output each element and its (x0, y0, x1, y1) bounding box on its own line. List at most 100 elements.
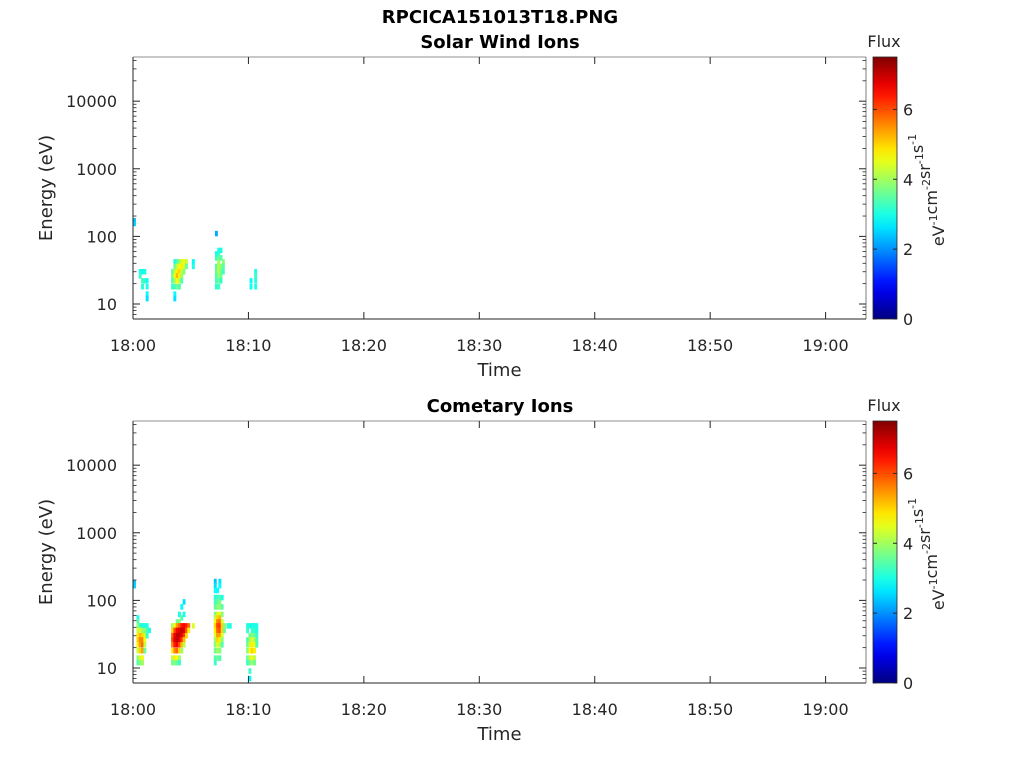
spectrogram-cell (175, 627, 179, 634)
spectrogram-cell (216, 604, 220, 610)
spectrogram-cell (255, 632, 259, 639)
spectrogram-cell (175, 655, 179, 661)
spectrogram-cell (180, 637, 184, 643)
spectrogram-cell (218, 619, 222, 625)
spectrogram-cell (173, 259, 177, 265)
spectrogram-cell (173, 623, 177, 629)
spectrogram-cell (218, 578, 222, 585)
spectrogram-cell (217, 268, 221, 275)
spectrogram-cell (180, 259, 184, 265)
spectrogram-cell (178, 278, 181, 284)
spectrogram-cell (213, 632, 217, 639)
spectrogram-cell (250, 647, 254, 654)
spectrogram-cell (217, 263, 221, 270)
spectrogram-cell (255, 637, 259, 643)
spectrogram-cell (216, 615, 220, 621)
spectrogram-cell (217, 283, 221, 290)
spectrogram-cell (136, 659, 140, 666)
spectrogram-cell (133, 582, 136, 589)
spectrogram-cell (214, 268, 218, 275)
spectrogram-cell (217, 247, 221, 254)
spectrogram-cell (213, 623, 217, 629)
spectrogram-cell (171, 642, 175, 648)
spectrogram-cell (255, 623, 259, 629)
spectrogram-cell (250, 623, 254, 629)
colorbar-tick-label: 6 (903, 100, 913, 119)
colorbar-tick-label: 2 (903, 604, 913, 623)
spectrogram-cell (175, 263, 179, 270)
colorbar-tick-label: 4 (903, 170, 913, 189)
spectrogram-cell (173, 263, 177, 270)
spectrogram-cell (171, 632, 175, 639)
spectrogram-cell (180, 263, 184, 270)
colorbar-unit-label: eV-1cm-2sr-1s-1 (906, 498, 948, 610)
spectrogram-cell (246, 637, 250, 643)
spectrogram-cell (218, 594, 222, 601)
y-tick-label: 10000 (66, 456, 117, 475)
x-tick-label: 18:30 (456, 336, 502, 355)
y-tick-label: 10 (97, 659, 117, 678)
spectrogram-cell (178, 647, 181, 654)
spectrogram-cell (182, 611, 186, 618)
spectrogram-cell (248, 668, 252, 674)
spectrogram-cell (218, 655, 222, 661)
spectrogram-cell (145, 291, 149, 297)
spectrogram-cell (175, 283, 179, 290)
spectrogram-cell (178, 637, 181, 643)
spectrogram-cell (136, 642, 140, 648)
spectrogram-cell (213, 659, 217, 666)
spectrogram-cell (138, 647, 142, 654)
y-tick-label: 1000 (76, 160, 117, 179)
spectrogram-cell (248, 642, 252, 648)
spectrogram-cell (178, 268, 181, 275)
spectrogram-cell (141, 642, 144, 648)
spectrogram-cell (171, 283, 175, 290)
spectrogram-cell (173, 291, 177, 297)
y-tick-label: 1000 (76, 524, 117, 543)
spectrogram-cell (175, 259, 179, 265)
x-tick-label: 18:30 (456, 700, 502, 719)
spectrogram-cell (218, 632, 222, 639)
spectrogram-cell (173, 278, 177, 284)
spectrogram-cell (213, 611, 217, 618)
spectrogram-cell (171, 647, 175, 654)
spectrogram-cell (143, 627, 147, 634)
colorbar-unit-label: eV-1cm-2sr-1s-1 (906, 134, 948, 246)
spectrogram-cell (141, 655, 144, 661)
spectrogram-cell (145, 627, 149, 634)
x-tick-label: 18:50 (687, 700, 733, 719)
colorbar-title: Flux (867, 396, 900, 415)
spectrogram-cell (219, 247, 223, 254)
spectrogram-cell (138, 632, 142, 639)
spectrogram-cell (175, 647, 179, 654)
spectrogram-cell (217, 251, 221, 257)
spectrogram-cell (143, 637, 147, 643)
spectrogram-cell (178, 623, 181, 629)
spectrogram-cell (220, 632, 224, 639)
spectrogram-cell (184, 627, 188, 634)
spectrogram-cell (175, 278, 179, 284)
spectrogram-cell (171, 623, 175, 629)
spectrogram-cell (182, 599, 186, 605)
spectrogram-cell (214, 255, 218, 261)
spectrogram-cell (214, 273, 218, 279)
spectrogram-cell (143, 278, 147, 284)
spectrogram-cell (184, 632, 188, 639)
spectrogram-cell (182, 263, 186, 270)
spectrogram-cell (217, 259, 221, 265)
spectrogram-cell (141, 627, 144, 634)
spectrogram-cell (178, 655, 181, 661)
spectrogram-cell (220, 611, 224, 618)
spectrogram-cell (216, 642, 220, 648)
spectrogram-cell (178, 632, 181, 639)
spectrogram-cell (173, 295, 177, 302)
spectrogram-cell (178, 627, 181, 634)
spectrogram-cell (180, 278, 184, 284)
spectrogram-cell (218, 647, 222, 654)
spectrogram-cell (178, 659, 181, 666)
spectrogram-cell (253, 637, 256, 643)
spectrogram-cell (249, 278, 253, 284)
spectrogram-cell (250, 627, 254, 634)
spectrogram-cell (218, 623, 222, 629)
